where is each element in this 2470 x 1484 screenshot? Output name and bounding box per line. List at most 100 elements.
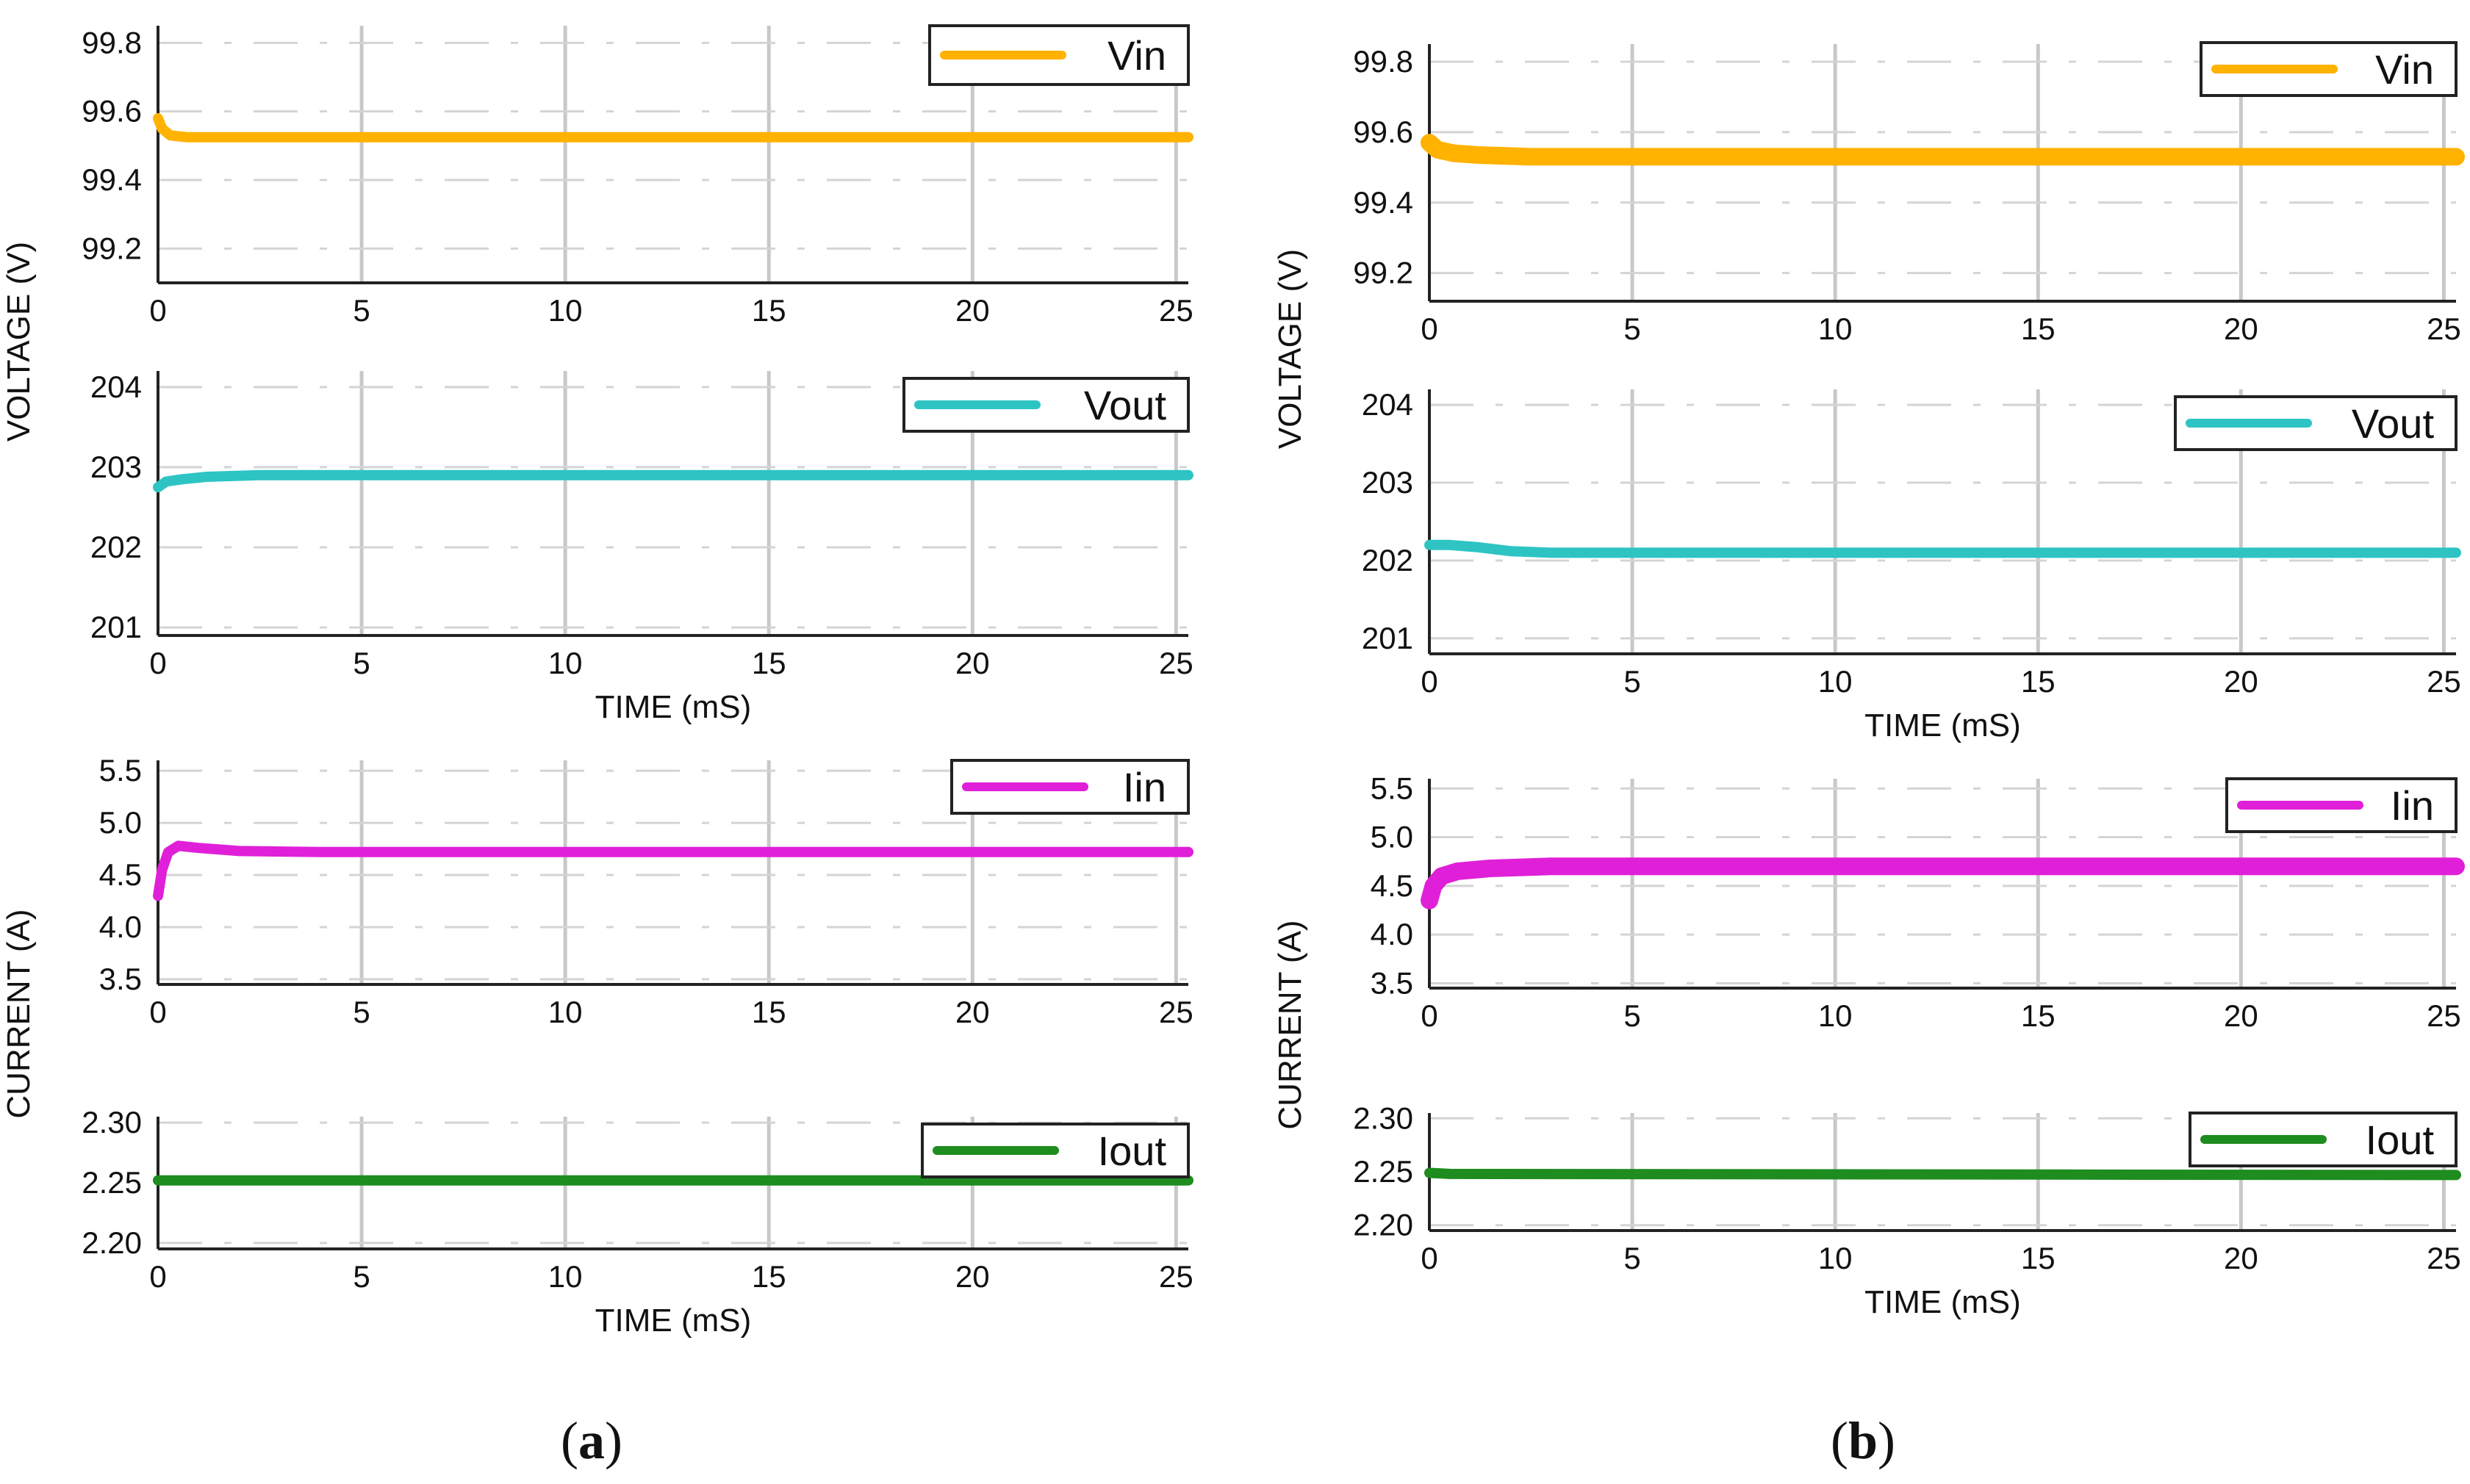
chart-iout: 2.20 2.25 2.30 0 5 10 15 20 25 TIME (mS) Iout xyxy=(1353,1101,2461,1320)
panel-label-b: (b) xyxy=(1831,1411,1895,1470)
y-tick-label: 99.6 xyxy=(1353,115,1413,149)
legend-vout: Vout xyxy=(2174,395,2458,451)
x-axis-label: TIME (mS) xyxy=(595,689,752,725)
x-tick-label: 5 xyxy=(353,1259,370,1294)
legend-iout: Iout xyxy=(921,1123,1190,1178)
y-tick-label: 99.2 xyxy=(82,231,142,265)
x-tick-label: 15 xyxy=(752,293,786,328)
series-line-iin xyxy=(1421,857,2465,910)
x-tick-label: 10 xyxy=(548,995,583,1029)
series-line-vout xyxy=(153,469,1193,493)
legend-vout: Vout xyxy=(902,377,1190,433)
x-tick-label: 0 xyxy=(1421,998,1437,1033)
x-tick-label: 15 xyxy=(752,646,786,680)
series-line-iout xyxy=(1424,1167,2461,1181)
y-axis-label-voltage: VOLTAGE (V) xyxy=(1272,249,1308,449)
legend-label: Iout xyxy=(2366,1117,2435,1163)
x-axis-label: TIME (mS) xyxy=(595,1303,752,1339)
x-tick-label: 10 xyxy=(1818,998,1853,1033)
legend-vin: Vin xyxy=(928,24,1190,86)
x-tick-label: 20 xyxy=(955,995,990,1029)
chart-iin: 3.5 4.0 4.5 5.0 5.5 0 5 10 15 20 25 Iin xyxy=(99,753,1193,1029)
x-tick-label: 0 xyxy=(149,1259,166,1294)
x-tick-label: 25 xyxy=(2427,311,2461,346)
x-tick-label: 25 xyxy=(1159,995,1193,1029)
chart-iin: 3.5 4.0 4.5 5.0 5.5 0 5 10 15 20 25 Iin xyxy=(1371,771,2465,1033)
x-tick-label: 20 xyxy=(2224,664,2258,699)
chart-iout: 2.20 2.25 2.30 0 5 10 15 20 25 TIME (mS) Iout xyxy=(82,1105,1193,1339)
x-tick-label: 5 xyxy=(1623,1241,1640,1275)
y-tick-label: 5.0 xyxy=(99,805,142,840)
x-tick-label: 25 xyxy=(1159,646,1193,680)
series-line-vin xyxy=(153,113,1193,143)
y-axis-label-voltage: VOLTAGE (V) xyxy=(1,242,37,442)
x-tick-label: 0 xyxy=(1421,311,1437,346)
x-tick-label: 20 xyxy=(2224,1241,2258,1275)
y-tick-label: 3.5 xyxy=(1371,965,1413,1000)
x-tick-label: 20 xyxy=(2224,311,2258,346)
x-tick-label: 5 xyxy=(1623,664,1640,699)
legend-label: Vout xyxy=(1084,382,1167,428)
y-tick-label: 5.5 xyxy=(99,753,142,788)
series-line-vout xyxy=(1424,539,2461,558)
legend-label: Iin xyxy=(2391,782,2434,829)
x-tick-label: 10 xyxy=(1818,1241,1853,1275)
y-tick-label: 203 xyxy=(90,450,142,484)
y-tick-label: 202 xyxy=(1362,543,1413,577)
legend-label: Vin xyxy=(1107,32,1166,79)
x-tick-label: 0 xyxy=(149,646,166,680)
x-tick-label: 15 xyxy=(2021,664,2056,699)
x-tick-label: 15 xyxy=(2021,998,2056,1033)
x-tick-label: 10 xyxy=(1818,664,1853,699)
x-tick-label: 15 xyxy=(2021,311,2056,346)
x-tick-label: 15 xyxy=(752,995,786,1029)
legend-iout: Iout xyxy=(2189,1112,2458,1167)
legend-label: Vout xyxy=(2352,400,2435,447)
y-tick-label: 99.6 xyxy=(82,94,142,129)
y-tick-label: 2.25 xyxy=(82,1165,142,1200)
y-tick-label: 5.5 xyxy=(1371,771,1413,805)
chart-vout: 201 202 203 204 0 5 10 15 20 25 TIME (mS) Vout xyxy=(90,370,1193,725)
y-tick-label: 2.20 xyxy=(82,1225,142,1260)
x-tick-label: 5 xyxy=(353,995,370,1029)
y-tick-label: 2.30 xyxy=(82,1105,142,1139)
y-axis-label-current: CURRENT (A) xyxy=(1272,920,1308,1129)
y-tick-label: 202 xyxy=(90,530,142,564)
chart-vin: 99.2 99.4 99.6 99.8 0 5 10 15 20 25 Vin xyxy=(1353,41,2465,346)
panel-a: 99.299.499.699.80 5 10 15 20 25Vin20120220320… xyxy=(1,24,1193,1339)
legend-label: Iin xyxy=(1123,764,1166,810)
y-axis-label-current: CURRENT (A) xyxy=(1,909,37,1118)
y-tick-label: 2.20 xyxy=(1353,1208,1413,1242)
y-tick-label: 204 xyxy=(90,370,142,404)
x-tick-label: 5 xyxy=(353,646,370,680)
x-tick-label: 25 xyxy=(2427,998,2461,1033)
x-tick-label: 25 xyxy=(2427,1241,2461,1275)
x-tick-label: 10 xyxy=(1818,311,1853,346)
x-tick-label: 10 xyxy=(548,646,583,680)
y-tick-label: 203 xyxy=(1362,465,1413,500)
x-tick-label: 5 xyxy=(353,293,370,328)
y-tick-label: 4.5 xyxy=(1371,868,1413,903)
panel-label-a: (a) xyxy=(561,1411,622,1470)
x-tick-label: 20 xyxy=(955,646,990,680)
y-tick-label: 99.2 xyxy=(1353,256,1413,290)
x-tick-label: 10 xyxy=(548,293,583,328)
legend-iin: Iin xyxy=(950,759,1190,815)
x-tick-label: 0 xyxy=(149,293,166,328)
y-tick-label: 4.0 xyxy=(99,910,142,944)
series-line-iin xyxy=(153,840,1193,901)
y-tick-label: 204 xyxy=(1362,387,1413,422)
x-tick-label: 25 xyxy=(1159,1259,1193,1294)
x-tick-label: 20 xyxy=(955,1259,990,1294)
panel-b: 99.299.499.699.80 5 10 15 20 25Vin20120220320… xyxy=(1272,41,2465,1320)
chart-vout: 201 202 203 204 0 5 10 15 20 25 TIME (mS) Vout xyxy=(1362,387,2461,743)
y-tick-label: 201 xyxy=(1362,621,1413,655)
y-tick-label: 201 xyxy=(90,610,142,644)
x-tick-label: 25 xyxy=(1159,293,1193,328)
y-tick-label: 3.5 xyxy=(99,962,142,996)
legend-label: Iout xyxy=(1098,1128,1167,1174)
y-tick-label: 99.4 xyxy=(82,162,142,197)
legend-label: Vin xyxy=(2375,46,2434,93)
x-tick-label: 5 xyxy=(1623,998,1640,1033)
